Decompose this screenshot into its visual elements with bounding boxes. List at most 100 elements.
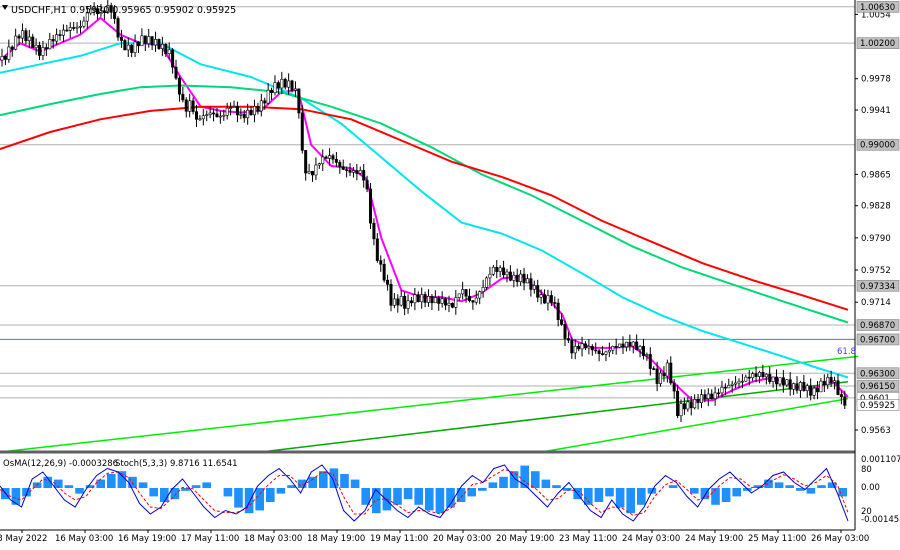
- candle-body: [222, 114, 226, 117]
- candle-body: [259, 100, 263, 112]
- candle-body: [580, 343, 584, 350]
- candle-body: [529, 278, 533, 290]
- symbol-label: USDCHF,H1: [11, 5, 67, 16]
- candle-body: [699, 394, 703, 404]
- candle-body: [710, 393, 714, 400]
- candle-body: [447, 302, 451, 306]
- candle-body: [177, 77, 181, 95]
- candle-body: [406, 300, 410, 309]
- candle-body: [785, 379, 789, 386]
- candle-body: [171, 49, 175, 68]
- candle-body: [372, 222, 376, 240]
- candle-body: [194, 111, 198, 120]
- price-panel[interactable]: [0, 0, 859, 453]
- candle-body: [276, 82, 280, 89]
- osma-bar: [827, 482, 837, 488]
- oscillator-panel[interactable]: [0, 464, 849, 522]
- osma-bar: [266, 488, 275, 502]
- candle-body: [123, 40, 127, 51]
- candle-body: [812, 387, 816, 396]
- candle-body: [682, 403, 686, 410]
- price-tag-box: [856, 138, 900, 151]
- time-tick-label: 24 May 19:00: [685, 534, 743, 544]
- candle-body: [321, 156, 325, 164]
- candle-body: [829, 377, 833, 383]
- candle-body: [113, 11, 117, 19]
- candle-body: [549, 295, 553, 303]
- chart-menu-triangle-icon[interactable]: [2, 5, 8, 10]
- osma-bar: [160, 488, 169, 502]
- candle-body: [757, 371, 761, 377]
- candle-body: [525, 278, 529, 284]
- osma-bar: [403, 488, 413, 500]
- candle-body: [631, 341, 635, 347]
- osma-bar: [287, 485, 296, 488]
- osma-bar: [499, 476, 508, 488]
- candle-body: [775, 376, 779, 385]
- candle-body: [307, 171, 311, 174]
- candle-body: [280, 78, 284, 89]
- candle-body: [215, 113, 219, 118]
- candle-body: [471, 300, 475, 303]
- candle-body: [553, 302, 557, 304]
- osma-bar: [753, 485, 763, 488]
- candle-body: [655, 368, 659, 384]
- candle-body: [358, 170, 362, 174]
- osma-bar: [721, 488, 731, 502]
- candle-body: [611, 345, 615, 351]
- candle-body: [638, 346, 642, 351]
- candle-body: [809, 385, 813, 396]
- price-tag-label: 0.96870: [860, 321, 895, 331]
- candle-body: [188, 100, 192, 112]
- osma-bar: [372, 488, 381, 514]
- candle-body: [82, 20, 86, 27]
- candle-body: [287, 80, 291, 88]
- candle-body: [665, 362, 669, 377]
- candle-body: [68, 27, 72, 31]
- osma-bar: [531, 471, 540, 488]
- candle-body: [519, 273, 523, 283]
- candle-body: [624, 341, 628, 348]
- oscillator-axis-label: 0.00: [861, 483, 880, 493]
- time-tick-label: 13 May 2022: [0, 534, 47, 544]
- candle-body: [778, 377, 782, 385]
- time-tick-label: 16 May 03:00: [55, 534, 113, 544]
- price-tag-label: 0.96150: [860, 382, 895, 392]
- candle-body: [754, 373, 758, 377]
- time-tick-label: 17 May 11:00: [181, 534, 239, 544]
- candle-body: [420, 294, 424, 303]
- price-tag-label: 1.00630: [860, 3, 895, 13]
- candle-body: [205, 114, 209, 116]
- candle-body: [51, 39, 55, 42]
- osma-bar: [117, 471, 127, 488]
- osma-bar: [191, 485, 201, 488]
- candle-body: [659, 372, 663, 384]
- candle-body: [157, 39, 161, 49]
- candle-body: [727, 385, 731, 389]
- candle-body: [65, 29, 69, 32]
- candle-body: [730, 383, 734, 386]
- candle-body: [334, 158, 338, 163]
- candle-body: [273, 82, 277, 94]
- candle-body: [341, 166, 345, 170]
- candle-body: [502, 267, 506, 276]
- osma-bar: [668, 485, 678, 488]
- candle-body: [433, 297, 437, 304]
- candle-body: [488, 273, 492, 279]
- candle-body: [229, 107, 233, 109]
- candle-body: [805, 385, 809, 391]
- candle-body: [645, 354, 649, 356]
- candle-body: [143, 35, 147, 44]
- osma-bar: [202, 482, 211, 488]
- candle-body: [505, 271, 509, 276]
- candle-body: [693, 399, 697, 409]
- candle-body: [41, 47, 45, 56]
- candle-body: [396, 298, 400, 306]
- osma-bar: [562, 488, 572, 491]
- candle-body: [672, 382, 676, 392]
- candle-body: [713, 392, 717, 400]
- candle-body: [283, 78, 287, 88]
- osma-bar: [107, 474, 116, 488]
